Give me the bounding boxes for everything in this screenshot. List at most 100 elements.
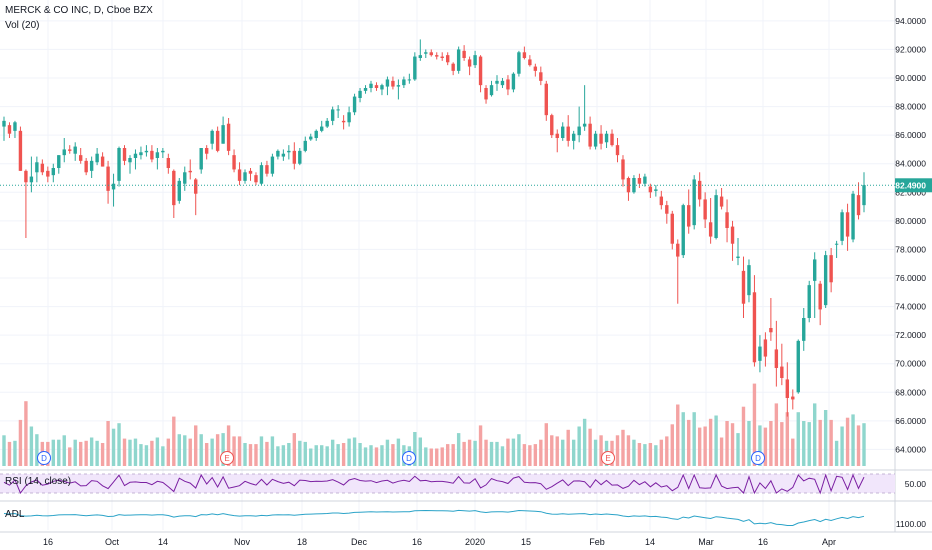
candle-body — [57, 155, 61, 168]
candle-body — [226, 123, 231, 151]
candle-body — [435, 55, 439, 57]
volume-bar — [780, 422, 784, 466]
event-marker — [751, 451, 765, 465]
candle-body — [774, 349, 779, 368]
volume-bar — [561, 439, 565, 466]
candle-body — [741, 270, 746, 304]
candle-body — [40, 163, 45, 173]
x-tick-label: 2020 — [465, 537, 485, 547]
volume-bar — [2, 435, 6, 466]
candle-body — [144, 150, 149, 153]
volume-bar — [298, 440, 302, 466]
event-marker-label: E — [605, 454, 610, 463]
candle-body — [818, 283, 822, 310]
candle-body — [111, 183, 116, 190]
x-tick-label: Mar — [698, 537, 714, 547]
candle-body — [467, 59, 472, 67]
volume-bar — [840, 426, 844, 466]
volume-bar — [215, 434, 220, 466]
y-tick-label: 70.0000 — [895, 359, 926, 369]
volume-bar — [851, 414, 855, 466]
volume-bar — [292, 433, 297, 466]
volume-bar — [473, 440, 477, 466]
volume-bar — [7, 441, 12, 466]
candle-body — [489, 85, 494, 96]
volume-bar — [823, 410, 828, 466]
volume-bar — [199, 434, 203, 466]
volume-bar — [128, 439, 132, 466]
volume-bar — [111, 428, 116, 466]
volume-bar — [210, 438, 214, 466]
candle-body — [418, 55, 423, 58]
x-tick-label: 16 — [43, 537, 53, 547]
volume-bar — [752, 383, 757, 466]
candle-body — [506, 79, 510, 90]
candle-body — [550, 115, 554, 136]
volume-bar — [544, 423, 548, 466]
candle-body — [221, 125, 225, 144]
volume-bar — [736, 433, 740, 466]
volume-bar — [845, 417, 850, 466]
rsi-line — [3, 473, 865, 495]
volume-bar — [330, 439, 335, 466]
event-marker — [601, 451, 615, 465]
candle-body — [402, 79, 406, 86]
candle-body — [604, 133, 609, 143]
volume-bar — [648, 443, 653, 466]
candle-body — [829, 255, 833, 283]
volume-bar — [150, 440, 154, 466]
volume-bar — [478, 425, 483, 466]
y-tick-label: 72.0000 — [895, 330, 926, 340]
x-tick-label: Oct — [105, 537, 120, 547]
event-marker-label: D — [41, 454, 47, 463]
volume-bar — [418, 437, 423, 466]
volume-bar — [593, 439, 598, 466]
volume-bar — [670, 424, 674, 466]
volume-bar — [517, 434, 521, 466]
candle-body — [325, 120, 329, 127]
volume-bar — [676, 404, 680, 466]
candle-body — [139, 152, 143, 156]
volume-bar — [785, 412, 790, 466]
volume-bar — [615, 435, 620, 466]
candle-body — [626, 178, 631, 193]
candle-body — [13, 122, 17, 131]
candle-body — [807, 285, 811, 318]
candle-body — [232, 155, 236, 170]
candle-body — [177, 180, 181, 201]
y-tick-label: 84.0000 — [895, 159, 926, 169]
volume-bar — [626, 435, 631, 466]
candle-body — [659, 196, 664, 206]
volume-bar — [358, 443, 362, 466]
volume-bar — [637, 443, 642, 466]
candle-body — [7, 125, 12, 134]
volume-bar — [632, 439, 636, 466]
candle-body — [320, 126, 324, 131]
candle-body — [128, 158, 132, 163]
x-tick-label: 18 — [297, 537, 307, 547]
candle-body — [122, 148, 127, 161]
candle-body — [150, 150, 154, 160]
candle-body — [478, 56, 483, 86]
candle-body — [599, 133, 603, 144]
volume-bar — [522, 444, 527, 466]
candle-body — [676, 243, 680, 257]
volume-bar — [555, 436, 559, 466]
volume-bar — [166, 438, 171, 466]
candle-body — [358, 90, 362, 98]
candle-body — [429, 52, 433, 56]
volume-bar — [539, 439, 543, 466]
volume-bar — [391, 444, 395, 466]
candle-body — [451, 63, 455, 71]
y-tick-label: 86.0000 — [895, 130, 926, 140]
candle-body — [347, 112, 351, 123]
volume-bar — [687, 419, 691, 466]
candle-body — [298, 150, 302, 164]
volume-bar — [719, 437, 724, 466]
candle-body — [440, 56, 444, 58]
volume-bar — [730, 423, 735, 466]
x-tick-label: Dec — [351, 537, 368, 547]
rsi-label: RSI (14, close) — [5, 476, 72, 487]
volume-bar — [708, 418, 713, 466]
